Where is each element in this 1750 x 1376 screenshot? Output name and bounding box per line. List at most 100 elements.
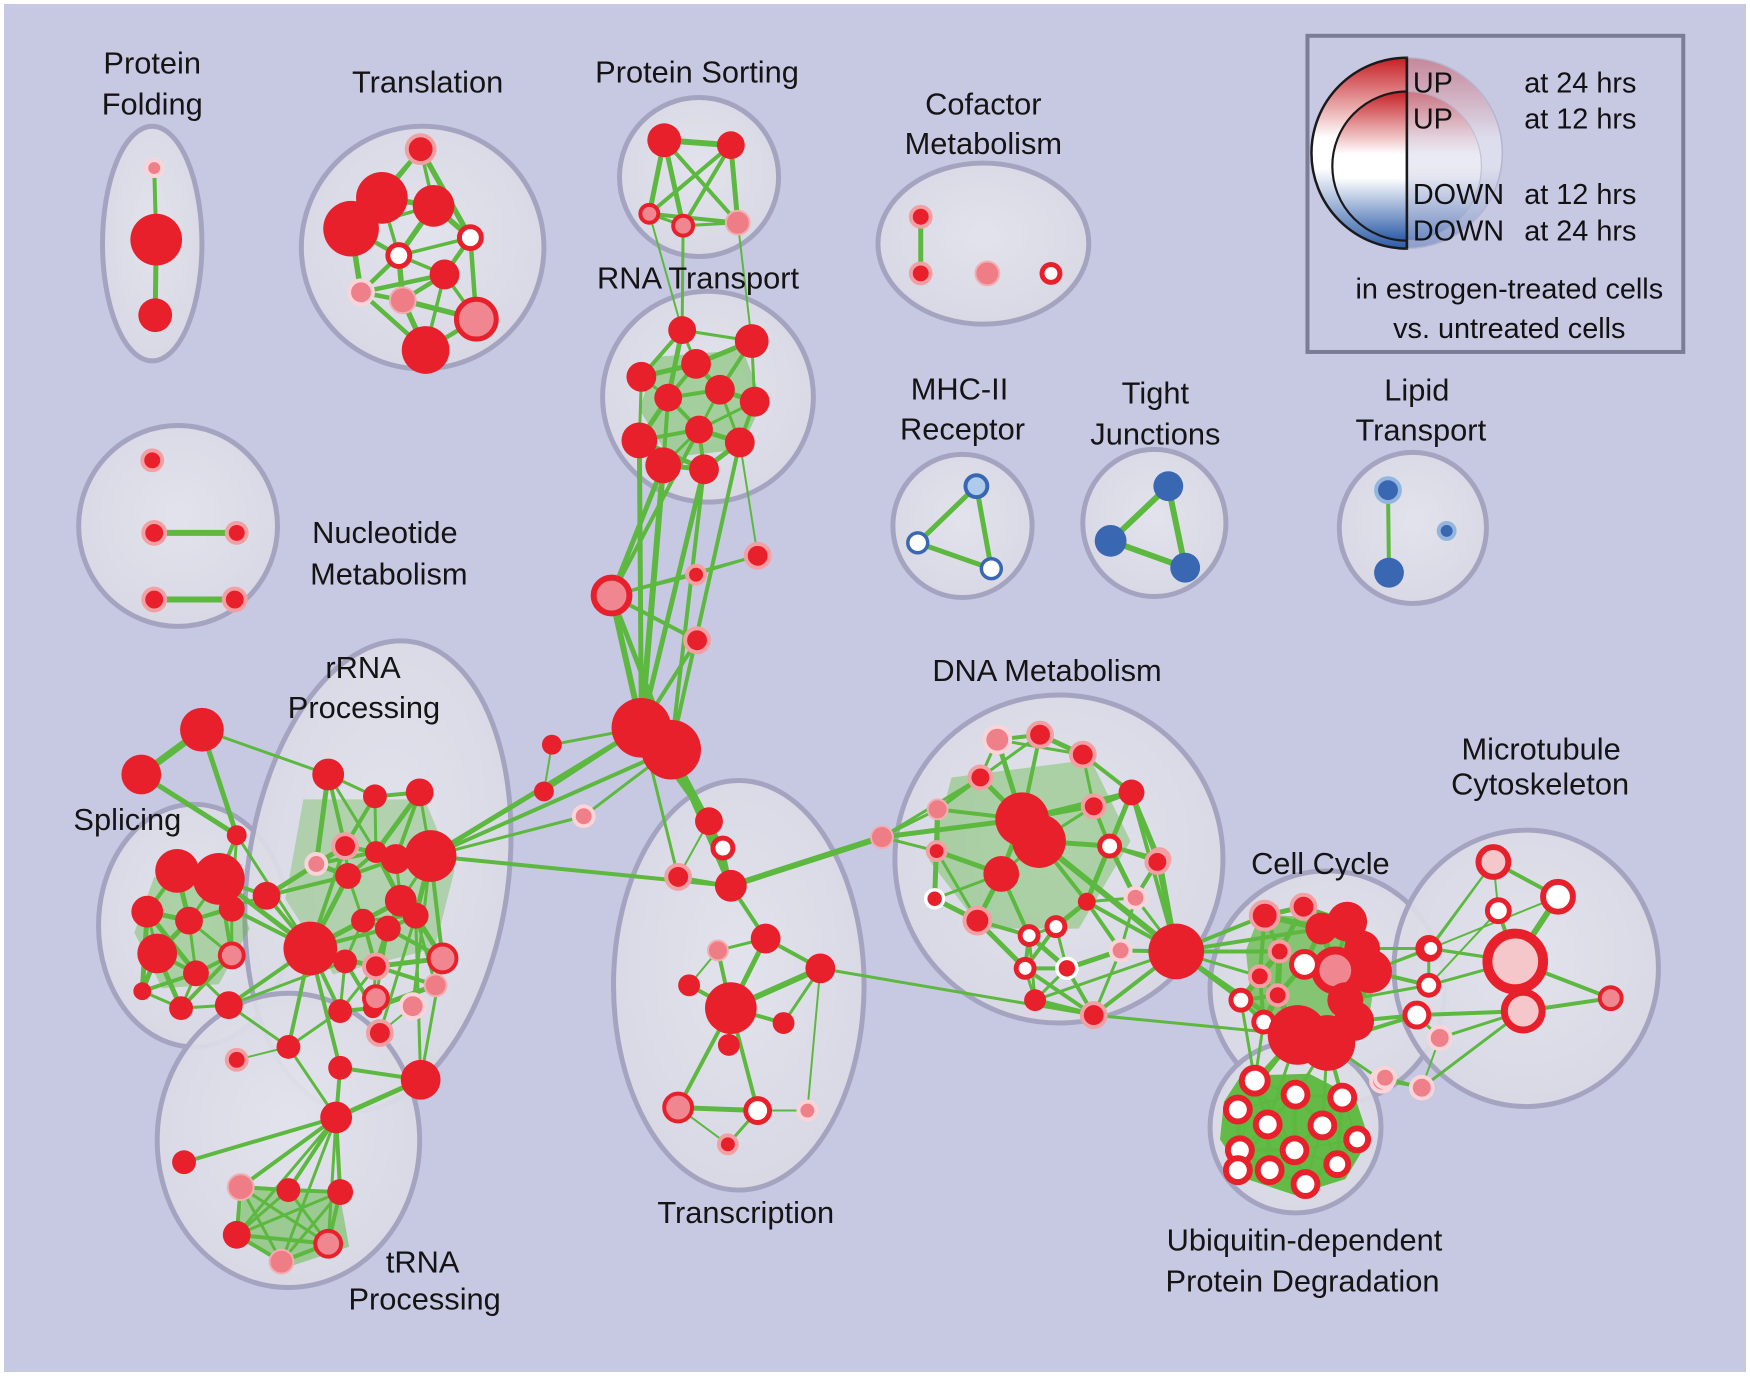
legend-direction-label: UP <box>1413 67 1453 99</box>
network-node <box>331 832 360 860</box>
network-node <box>412 184 455 227</box>
network-node <box>1307 1110 1338 1141</box>
network-node <box>1419 937 1443 960</box>
network-node <box>805 953 836 984</box>
cluster-label: RNA Transport <box>597 260 799 295</box>
network-edge <box>806 967 822 1112</box>
network-node <box>668 316 697 345</box>
network-node <box>283 921 338 976</box>
network-node <box>926 798 949 821</box>
network-node <box>320 1101 353 1134</box>
network-node <box>695 807 723 836</box>
network-node <box>1267 939 1292 964</box>
network-node <box>121 754 162 795</box>
network-node <box>908 204 933 229</box>
network-node <box>385 242 413 269</box>
network-node <box>963 473 990 500</box>
cluster-ellipse-mhc-ii-receptor <box>890 451 1035 601</box>
network-node <box>704 982 757 1034</box>
network-edge <box>738 441 759 557</box>
network-node <box>169 996 193 1021</box>
network-node <box>750 923 781 954</box>
network-node <box>908 261 933 286</box>
network-node <box>1170 552 1201 583</box>
cluster-label: Transport <box>1355 412 1486 447</box>
network-node <box>967 764 994 791</box>
network-edge <box>669 467 706 752</box>
network-node <box>192 853 245 905</box>
cluster-label: Translation <box>352 64 503 99</box>
cluster-label: Metabolism <box>905 126 1062 161</box>
network-node <box>1482 928 1549 995</box>
network-node <box>144 158 165 178</box>
network-node <box>962 905 993 936</box>
network-node <box>1108 938 1133 963</box>
network-node <box>453 296 499 342</box>
network-node <box>1280 1079 1311 1110</box>
legend-time-label: at 24 hrs <box>1524 216 1636 248</box>
network-node <box>983 856 1020 892</box>
network-node <box>374 915 401 942</box>
network-node <box>155 849 199 893</box>
cluster-ellipse-cofactor-metabolism <box>875 160 1092 327</box>
legend-circle-inner-right <box>1406 90 1482 242</box>
cluster-label: Processing <box>288 690 440 725</box>
network-edge <box>609 427 702 598</box>
legend-direction-label: DOWN <box>1413 216 1504 248</box>
network-node <box>743 541 772 570</box>
network-node <box>645 447 682 484</box>
cluster-label: Ubiquitin-dependent <box>1167 1223 1443 1258</box>
network-node <box>906 531 930 555</box>
network-node <box>685 563 707 586</box>
network-edge <box>235 1190 342 1237</box>
network-node <box>456 224 484 252</box>
network-node <box>1265 983 1290 1008</box>
network-node <box>716 131 745 160</box>
network-node <box>131 895 164 928</box>
cluster-label: rRNA <box>325 650 401 685</box>
legend-box <box>1305 33 1686 354</box>
network-node <box>133 982 152 1001</box>
network-node <box>1374 557 1404 588</box>
network-node <box>1597 985 1624 1012</box>
network-node <box>974 260 1001 287</box>
network-node <box>333 949 358 974</box>
network-edge <box>182 1115 339 1165</box>
network-node <box>734 324 769 358</box>
network-node <box>1436 520 1457 541</box>
network-node <box>1024 989 1046 1012</box>
network-edge <box>238 1115 339 1190</box>
network-node <box>671 213 696 238</box>
network-node <box>724 209 751 236</box>
network-node <box>361 984 390 1013</box>
network-node <box>1144 849 1171 875</box>
network-edge <box>429 814 586 858</box>
cluster-label: Receptor <box>900 411 1025 446</box>
network-node <box>1374 476 1402 505</box>
network-node <box>362 784 387 809</box>
network-node <box>1290 1169 1321 1200</box>
network-node <box>1279 1135 1310 1166</box>
legend-footer-text: in estrogen-treated cells <box>1355 273 1663 305</box>
network-node <box>304 852 329 876</box>
network-node <box>1426 1025 1453 1051</box>
network-edge <box>428 747 674 859</box>
cluster-label: Junctions <box>1090 416 1220 451</box>
network-node <box>925 840 948 862</box>
network-node <box>1238 1064 1271 1097</box>
legend-time-label: at 12 hrs <box>1524 103 1636 135</box>
cluster-label: Tight <box>1122 376 1190 411</box>
cluster-label: Protein Degradation <box>1166 1263 1440 1298</box>
network-node <box>743 1096 773 1125</box>
node-layer <box>121 123 1624 1275</box>
network-node <box>1077 892 1096 911</box>
network-node <box>678 974 701 997</box>
legend-time-label: at 24 hrs <box>1524 67 1636 99</box>
network-node <box>1254 1155 1285 1186</box>
network-svg: Protein Folding Translation Protein Sorting… <box>73 33 1686 1316</box>
network-node <box>1094 524 1127 557</box>
network-edge <box>1427 860 1495 950</box>
network-edge <box>200 728 330 776</box>
network-node <box>172 1150 196 1175</box>
